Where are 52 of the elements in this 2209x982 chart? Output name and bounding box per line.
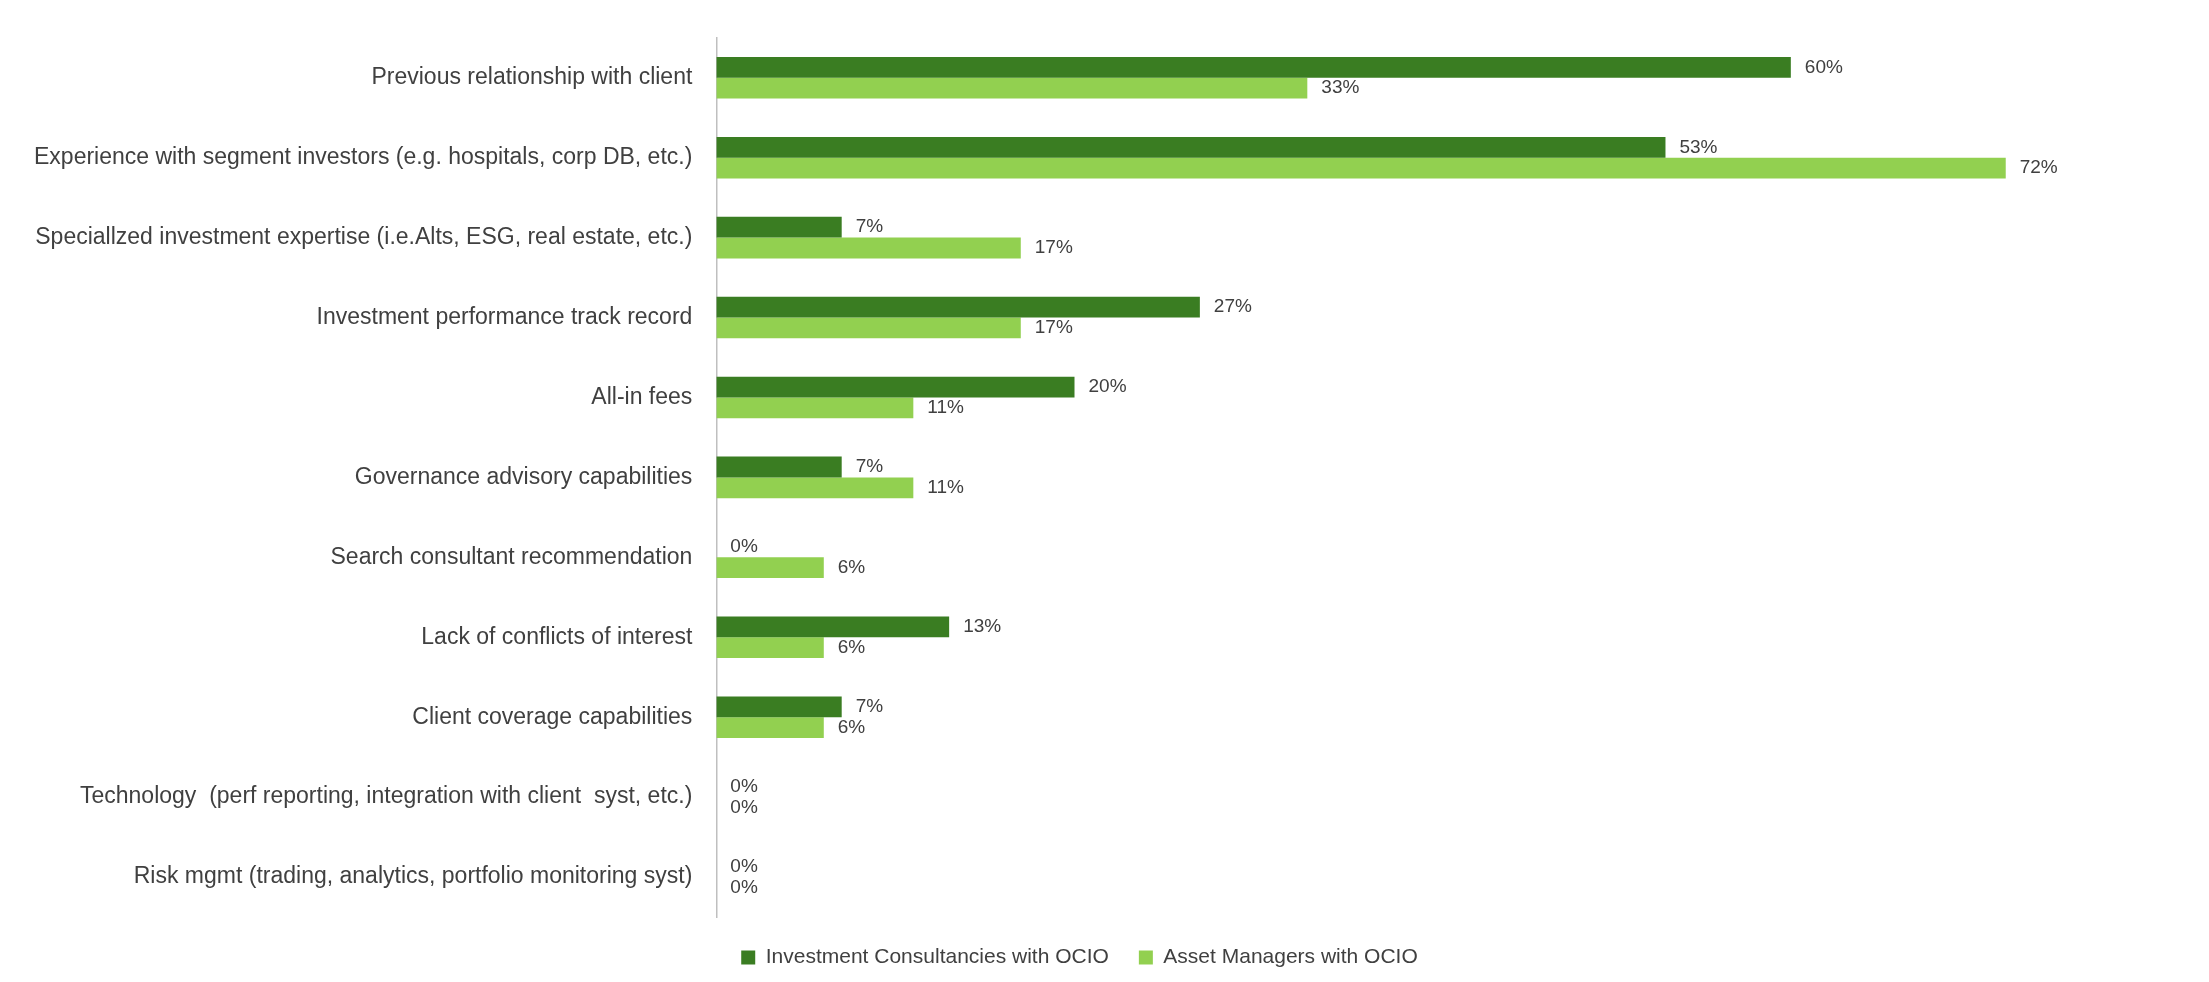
data-label: 6%: [837, 555, 866, 577]
data-label: 60%: [1804, 55, 1843, 77]
bar: [716, 696, 842, 718]
bar: [716, 477, 914, 499]
bar: [716, 136, 1666, 158]
data-label: 0%: [730, 875, 758, 897]
y-tick-label: Governance advisory capabilities: [354, 462, 693, 489]
bar: [716, 376, 1075, 398]
y-tick-label: Previous relationship with client: [371, 63, 693, 90]
legend-label: Investment Consultancies with OCIO: [765, 944, 1109, 968]
data-label: 11%: [927, 396, 965, 418]
data-label: 0%: [730, 535, 758, 557]
y-tick-label: Lack of conflicts of interest: [421, 622, 693, 649]
bar: [716, 77, 1308, 99]
data-label: 33%: [1321, 76, 1360, 98]
data-label: 20%: [1088, 375, 1127, 397]
bar: [716, 616, 950, 638]
data-label: 0%: [730, 774, 758, 796]
bar: [716, 216, 842, 238]
y-tick-label: Risk mgmt (trading, analytics, portfolio monitoring syst): [133, 862, 693, 889]
bar: [716, 237, 1021, 259]
data-label: 11%: [927, 476, 965, 498]
bar: [716, 637, 824, 659]
bar: [716, 397, 914, 419]
y-tick-label: Experience with segment investors (e.g. hospitals, corp DB, etc.): [34, 143, 693, 170]
y-tick-label: Technology (perf reporting, integration with client syst, etc.): [80, 782, 693, 809]
bar: [716, 557, 824, 579]
data-label: 7%: [855, 455, 884, 477]
bar: [716, 157, 2006, 179]
y-tick-label: Client coverage capabilities: [412, 702, 693, 729]
data-label: 7%: [855, 215, 884, 237]
bar: [716, 717, 824, 738]
bar: [716, 296, 1200, 318]
bar: [716, 317, 1021, 339]
data-label: 17%: [1034, 316, 1073, 338]
data-label: 7%: [855, 695, 884, 717]
data-label: 6%: [837, 635, 866, 657]
bar: [716, 456, 842, 478]
data-label: 13%: [963, 615, 1002, 637]
data-label: 17%: [1034, 236, 1073, 258]
legend-label: Asset Managers with OCIO: [1163, 944, 1418, 968]
data-label: 0%: [730, 854, 758, 876]
y-tick-label: Search consultant recommendation: [330, 542, 693, 569]
y-tick-label: Investment performance track record: [316, 302, 693, 329]
data-label: 27%: [1213, 295, 1252, 317]
data-label: 0%: [730, 795, 758, 817]
y-tick-label: All-in fees: [591, 382, 693, 409]
data-label: 72%: [2019, 156, 2058, 178]
bar: [716, 56, 1791, 78]
data-label: 53%: [1679, 135, 1718, 157]
y-tick-label: Speciallzed investment expertise (i.e.Alts, ESG, real estate, etc.): [35, 222, 693, 249]
data-label: 6%: [837, 715, 866, 737]
